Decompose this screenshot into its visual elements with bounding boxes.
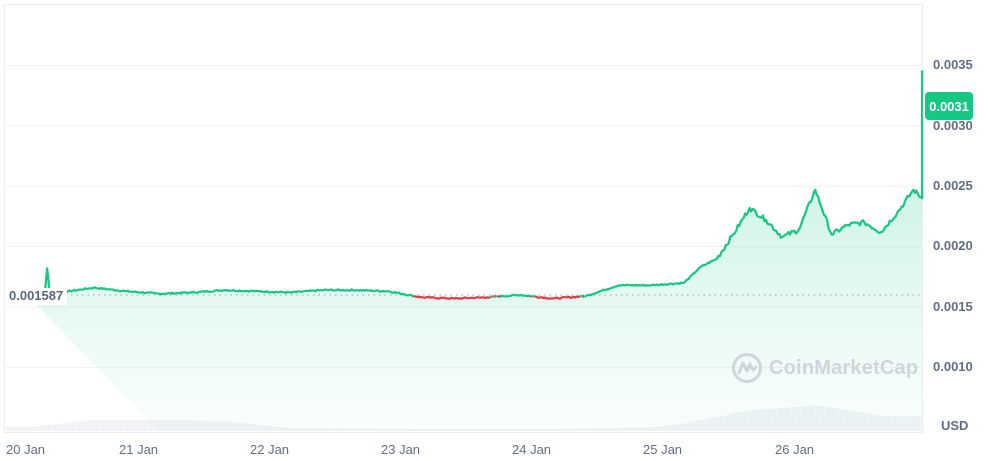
x-tick-label: 21 Jan (119, 442, 159, 457)
x-tick-label: 25 Jan (643, 442, 683, 457)
y-tick-label: 0.0030 (933, 118, 973, 133)
price-area-fill (28, 71, 922, 432)
x-tick-label: 26 Jan (775, 442, 815, 457)
price-line (28, 70, 924, 300)
watermark-text: CoinMarketCap (769, 356, 919, 379)
y-tick-label: 0.0010 (933, 359, 973, 374)
current-price-badge: 0.0031 (925, 92, 973, 120)
x-tick-label: 22 Jan (250, 442, 290, 457)
baseline-price-label: 0.001587 (5, 288, 68, 305)
plot-border (4, 4, 923, 433)
x-tick-label: 24 Jan (512, 442, 552, 457)
y-tick-label: 0.0035 (933, 57, 973, 72)
coinmarketcap-watermark: CoinMarketCap (731, 352, 918, 384)
y-tick-label: 0.0020 (933, 238, 973, 253)
x-tick-label: 20 Jan (6, 442, 46, 457)
currency-label: USD (941, 418, 969, 433)
x-tick-label: 23 Jan (381, 442, 421, 457)
y-tick-label: 0.0025 (933, 178, 973, 193)
y-tick-label: 0.0015 (933, 299, 973, 314)
coinmarketcap-logo-icon (732, 353, 762, 383)
